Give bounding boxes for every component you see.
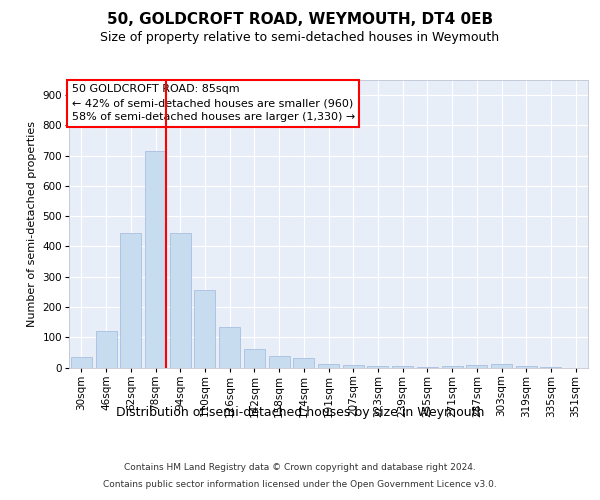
Bar: [120, 233, 141, 368]
Bar: [194, 290, 215, 368]
Text: Contains public sector information licensed under the Open Government Licence v3: Contains public sector information licen…: [103, 480, 497, 489]
Text: Contains HM Land Registry data © Crown copyright and database right 2024.: Contains HM Land Registry data © Crown c…: [124, 464, 476, 472]
Bar: [491, 364, 512, 368]
Bar: [219, 326, 240, 368]
Bar: [170, 233, 191, 368]
Bar: [442, 366, 463, 368]
Text: 50 GOLDCROFT ROAD: 85sqm
← 42% of semi-detached houses are smaller (960)
58% of : 50 GOLDCROFT ROAD: 85sqm ← 42% of semi-d…: [71, 84, 355, 122]
Bar: [318, 364, 339, 368]
Y-axis label: Number of semi-detached properties: Number of semi-detached properties: [27, 120, 37, 327]
Bar: [343, 365, 364, 368]
Bar: [466, 365, 487, 368]
Bar: [367, 366, 388, 368]
Bar: [71, 357, 92, 368]
Text: Distribution of semi-detached houses by size in Weymouth: Distribution of semi-detached houses by …: [116, 406, 484, 419]
Bar: [417, 366, 438, 368]
Bar: [145, 151, 166, 368]
Bar: [269, 356, 290, 368]
Bar: [293, 358, 314, 368]
Bar: [541, 366, 562, 368]
Text: Size of property relative to semi-detached houses in Weymouth: Size of property relative to semi-detach…: [100, 31, 500, 44]
Bar: [95, 331, 116, 368]
Bar: [516, 366, 537, 368]
Bar: [392, 366, 413, 368]
Text: 50, GOLDCROFT ROAD, WEYMOUTH, DT4 0EB: 50, GOLDCROFT ROAD, WEYMOUTH, DT4 0EB: [107, 12, 493, 28]
Bar: [244, 350, 265, 368]
